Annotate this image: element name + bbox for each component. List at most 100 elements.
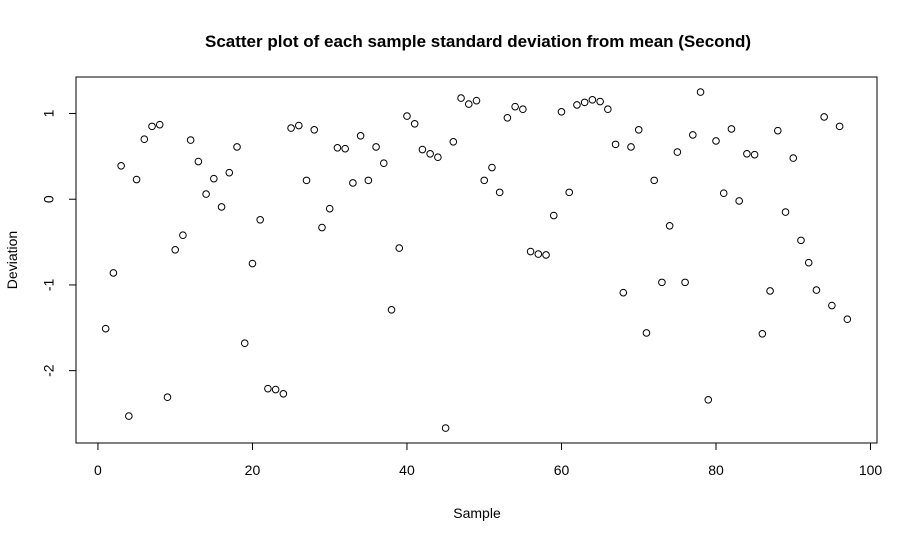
data-point <box>488 163 496 172</box>
data-point <box>758 330 767 338</box>
data-point <box>565 188 574 197</box>
data-point <box>202 190 210 198</box>
y-tick-label: -2 <box>41 364 57 377</box>
data-point <box>804 258 813 267</box>
data-point <box>333 144 342 152</box>
x-tick-label: 100 <box>859 462 883 478</box>
data-point <box>596 97 604 106</box>
data-point <box>774 126 782 135</box>
x-tick-label: 20 <box>245 462 261 478</box>
data-point <box>379 159 388 168</box>
data-point <box>364 176 373 185</box>
data-point <box>689 131 697 139</box>
data-point <box>256 216 264 224</box>
data-point <box>132 175 141 184</box>
data-point <box>179 231 187 240</box>
data-point <box>588 96 597 104</box>
data-point <box>627 143 635 151</box>
data-point <box>696 88 705 96</box>
data-point <box>163 393 172 402</box>
y-axis-label: Deviation <box>4 231 20 289</box>
data-point <box>665 222 674 230</box>
data-point <box>117 162 125 170</box>
data-point <box>148 122 156 131</box>
data-point <box>310 126 319 134</box>
y-tick-label: 0 <box>41 195 57 203</box>
data-point <box>155 120 164 129</box>
data-point <box>750 150 759 159</box>
data-point <box>248 259 257 268</box>
data-point <box>418 145 427 154</box>
data-point <box>210 174 218 183</box>
data-point <box>217 203 226 211</box>
y-tick-label: -1 <box>41 279 57 292</box>
data-point <box>302 176 311 185</box>
data-point <box>264 384 272 393</box>
data-point <box>295 121 303 130</box>
data-point <box>781 208 790 216</box>
x-tick-label: 60 <box>554 462 570 478</box>
data-point <box>611 140 620 149</box>
data-point <box>712 137 720 145</box>
y-tick-label: 1 <box>41 109 57 117</box>
data-point <box>271 385 280 394</box>
data-point <box>619 288 628 297</box>
data-point <box>318 223 326 232</box>
data-point <box>171 246 179 254</box>
data-point <box>410 120 419 128</box>
data-point <box>341 144 349 153</box>
x-tick-label: 40 <box>399 462 415 478</box>
data-point <box>650 176 658 185</box>
data-point <box>534 250 543 258</box>
data-point <box>704 396 713 404</box>
data-point <box>186 136 195 144</box>
x-tick-label: 80 <box>708 462 724 478</box>
plot-area-frame <box>75 76 878 444</box>
data-point <box>743 150 751 158</box>
data-point <box>434 153 442 162</box>
data-point <box>140 135 149 144</box>
data-point <box>634 126 643 134</box>
data-point <box>426 150 434 158</box>
data-points <box>101 88 852 432</box>
data-point <box>727 125 736 133</box>
data-point <box>797 236 805 245</box>
data-point <box>642 329 651 337</box>
data-point <box>542 251 550 259</box>
data-point <box>495 188 504 197</box>
data-point <box>719 189 728 198</box>
data-point <box>403 112 411 120</box>
data-point <box>766 287 774 295</box>
data-point <box>658 278 666 287</box>
data-point <box>372 143 380 151</box>
data-point <box>735 197 743 205</box>
data-point <box>109 269 118 277</box>
data-point <box>287 124 295 132</box>
data-point <box>325 204 334 213</box>
data-point <box>194 157 203 166</box>
data-point <box>526 247 535 256</box>
data-point <box>387 306 396 314</box>
data-point <box>789 154 798 162</box>
data-point <box>519 105 527 114</box>
y-axis: -2 -1 0 1 <box>41 109 77 377</box>
data-point <box>480 176 489 185</box>
data-point <box>549 211 558 220</box>
data-point <box>279 390 288 398</box>
data-point <box>101 324 110 333</box>
data-point <box>349 179 357 187</box>
x-axis: 0 20 40 60 80 100 <box>94 442 883 478</box>
data-point <box>457 94 465 102</box>
data-point <box>511 102 519 111</box>
data-point <box>828 301 836 310</box>
data-point <box>843 315 852 324</box>
data-point <box>356 132 365 140</box>
data-point <box>580 98 589 107</box>
data-point <box>395 244 404 252</box>
data-point <box>812 286 821 294</box>
data-point <box>441 424 450 432</box>
data-point <box>557 108 566 116</box>
data-point <box>573 101 581 109</box>
data-point <box>225 168 234 177</box>
